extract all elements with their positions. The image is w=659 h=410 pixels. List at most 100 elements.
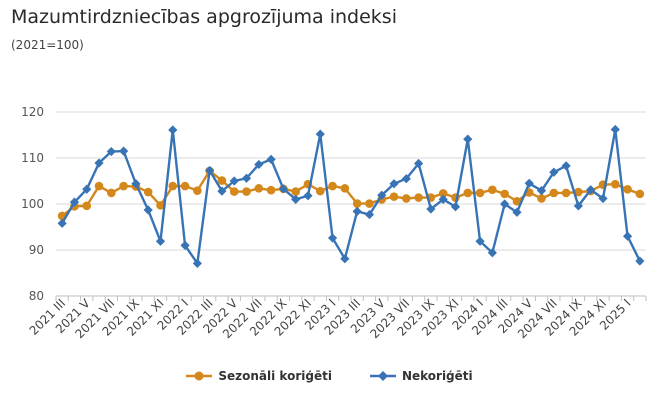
data-point-sezon-li-kori-ti xyxy=(414,193,423,202)
data-point-sezon-li-kori-ti xyxy=(119,181,128,191)
legend-orange-circle-icon xyxy=(186,371,213,381)
data-point-sezon-li-kori-ti xyxy=(463,188,473,198)
data-point-nekori-ti xyxy=(586,185,596,195)
data-point-nekori-ti xyxy=(106,146,116,157)
data-point-nekori-ti xyxy=(340,254,350,264)
data-point-sezon-li-kori-ti xyxy=(82,201,92,211)
data-point-sezon-li-kori-ti xyxy=(193,186,202,195)
data-point-sezon-li-kori-ti xyxy=(561,188,571,198)
data-point-sezon-li-kori-ti xyxy=(500,189,509,199)
data-point-sezon-li-kori-ti xyxy=(315,186,325,196)
data-point-nekori-ti xyxy=(241,173,252,183)
data-point-sezon-li-kori-ti xyxy=(402,194,411,203)
data-point-nekori-ti xyxy=(364,209,375,220)
data-point-nekori-ti xyxy=(487,248,497,258)
data-point-nekori-ti xyxy=(500,199,510,209)
data-point-sezon-li-kori-ti xyxy=(352,199,362,208)
data-point-nekori-ti xyxy=(573,201,583,211)
data-point-nekori-ti xyxy=(377,190,387,200)
data-point-sezon-li-kori-ti xyxy=(389,192,399,201)
data-point-nekori-ti xyxy=(254,159,264,170)
chart-subtitle: (2021=100) xyxy=(11,38,84,52)
data-point-sezon-li-kori-ti xyxy=(512,196,522,206)
data-point-nekori-ti xyxy=(536,186,547,196)
data-point-sezon-li-kori-ti xyxy=(94,181,104,191)
series-nekori-ti xyxy=(57,124,645,268)
data-point-sezon-li-kori-ti xyxy=(266,185,276,195)
data-point-nekori-ti xyxy=(352,206,362,216)
series-layer xyxy=(57,124,645,268)
data-point-sezon-li-kori-ti xyxy=(107,188,116,198)
y-tick-label-120: 120 xyxy=(21,105,44,119)
data-point-sezon-li-kori-ti xyxy=(365,199,374,208)
data-point-nekori-ti xyxy=(155,236,166,246)
data-point-nekori-ti xyxy=(389,179,399,189)
legend-label-unadjusted: Nekoriģēti xyxy=(401,369,473,383)
grid-lines xyxy=(55,111,647,301)
y-tick-label-90: 90 xyxy=(29,243,44,257)
data-point-nekori-ti xyxy=(327,233,338,243)
data-point-sezon-li-kori-ti xyxy=(217,176,227,185)
y-tick-label-80: 80 xyxy=(29,289,44,303)
data-point-nekori-ti xyxy=(475,236,485,246)
data-point-nekori-ti xyxy=(561,161,571,171)
data-point-sezon-li-kori-ti xyxy=(291,187,300,196)
y-tick-label-100: 100 xyxy=(21,197,44,211)
data-point-sezon-li-kori-ti xyxy=(242,187,251,196)
data-point-nekori-ti xyxy=(635,256,645,266)
data-point-nekori-ti xyxy=(438,194,448,204)
data-point-sezon-li-kori-ti xyxy=(623,184,632,194)
data-point-nekori-ti xyxy=(229,176,239,186)
data-point-nekori-ti xyxy=(598,193,608,204)
data-point-sezon-li-kori-ti xyxy=(156,201,165,210)
data-point-nekori-ti xyxy=(69,197,80,207)
data-point-nekori-ti xyxy=(549,167,559,177)
data-point-sezon-li-kori-ti xyxy=(340,184,350,193)
data-point-nekori-ti xyxy=(512,207,522,217)
legend-label-seasonally-adjusted: Sezonāli koriģēti xyxy=(218,369,332,383)
data-point-sezon-li-kori-ti xyxy=(610,179,620,189)
data-point-nekori-ti xyxy=(217,186,227,196)
data-point-nekori-ti xyxy=(180,240,190,250)
data-point-nekori-ti xyxy=(610,124,620,135)
data-point-sezon-li-kori-ti xyxy=(254,184,264,193)
data-point-nekori-ti xyxy=(303,191,313,201)
data-point-sezon-li-kori-ti xyxy=(488,185,497,195)
y-axis-ticks: 80 90 100 110 120 xyxy=(21,105,44,303)
data-point-sezon-li-kori-ti xyxy=(635,189,645,199)
data-point-nekori-ti xyxy=(131,179,141,189)
y-tick-label-110: 110 xyxy=(21,151,44,165)
data-point-nekori-ti xyxy=(426,204,436,214)
data-point-sezon-li-kori-ti xyxy=(537,194,546,203)
data-point-nekori-ti xyxy=(414,158,424,169)
data-point-nekori-ti xyxy=(463,134,473,144)
data-point-nekori-ti xyxy=(205,165,215,176)
legend: Sezonāli koriģēti Nekoriģēti xyxy=(0,369,659,383)
data-point-nekori-ti xyxy=(143,205,153,215)
data-point-nekori-ti xyxy=(524,178,534,188)
data-point-sezon-li-kori-ti xyxy=(574,187,583,197)
data-point-nekori-ti xyxy=(119,146,129,156)
data-point-nekori-ti xyxy=(192,258,202,268)
data-point-sezon-li-kori-ti xyxy=(438,189,448,198)
series-line-nekori-ti xyxy=(61,128,641,265)
data-point-sezon-li-kori-ti xyxy=(475,188,485,198)
data-point-nekori-ti xyxy=(401,174,411,184)
legend-blue-diamond-icon xyxy=(369,371,396,381)
data-point-nekori-ti xyxy=(266,154,276,164)
data-point-sezon-li-kori-ti xyxy=(229,187,239,196)
data-point-nekori-ti xyxy=(57,218,67,228)
legend-item-unadjusted[interactable]: Nekoriģēti xyxy=(369,369,473,383)
series-sezon-li-kori-ti xyxy=(57,166,645,221)
data-point-nekori-ti xyxy=(622,231,633,241)
data-point-sezon-li-kori-ti xyxy=(168,181,178,191)
data-point-nekori-ti xyxy=(278,184,288,194)
legend-item-seasonally-adjusted[interactable]: Sezonāli koriģēti xyxy=(186,369,332,383)
data-point-sezon-li-kori-ti xyxy=(143,187,153,197)
data-point-nekori-ti xyxy=(168,125,178,135)
data-point-nekori-ti xyxy=(82,184,92,194)
data-point-sezon-li-kori-ti xyxy=(180,181,190,191)
data-point-nekori-ti xyxy=(291,194,301,204)
